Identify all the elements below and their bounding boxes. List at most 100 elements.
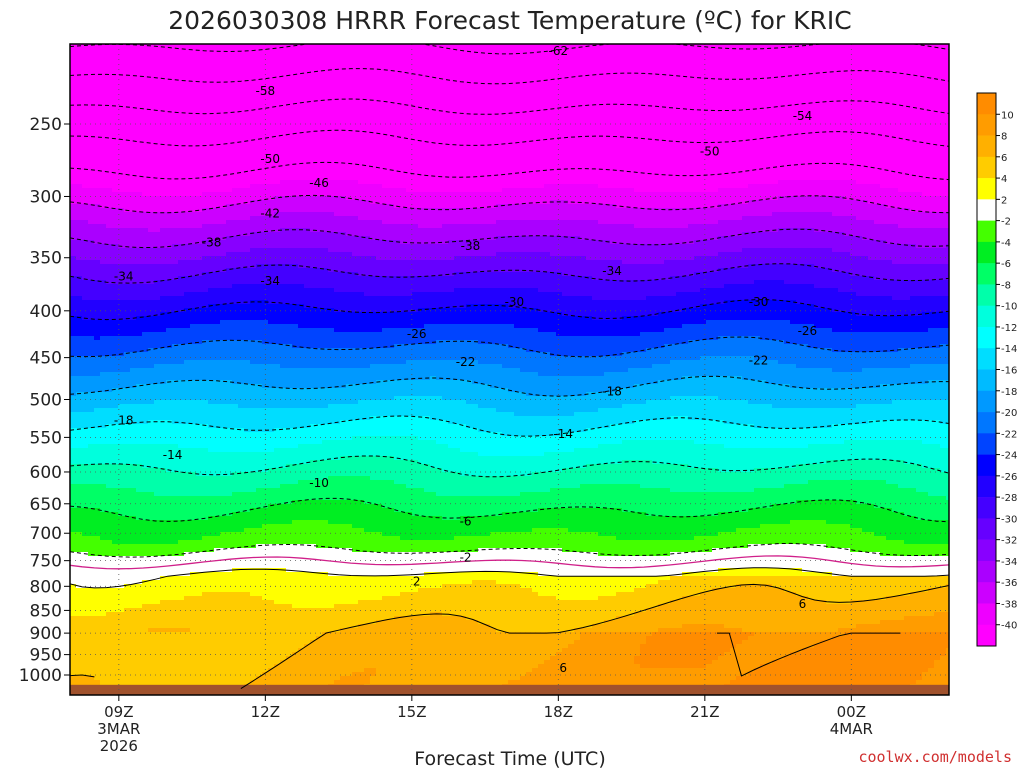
- temperature-cell: [70, 140, 77, 145]
- temperature-cell: [88, 536, 95, 541]
- temperature-cell: [94, 192, 101, 197]
- temperature-cell: [106, 412, 113, 417]
- temperature-cell: [130, 632, 137, 637]
- temperature-cell: [130, 144, 137, 149]
- temperature-cell: [100, 484, 107, 489]
- temperature-cell: [124, 572, 131, 577]
- temperature-cell: [130, 484, 137, 489]
- temperature-cell: [124, 592, 131, 597]
- temperature-cell: [94, 644, 101, 649]
- temperature-cell: [124, 552, 131, 557]
- temperature-cell: [100, 220, 107, 225]
- temperature-cell: [82, 616, 89, 621]
- temperature-cell: [106, 160, 113, 165]
- temperature-cell: [82, 612, 89, 617]
- temperature-cell: [112, 660, 119, 665]
- temperature-cell: [112, 64, 119, 69]
- temperature-cell: [88, 64, 95, 69]
- temperature-cell: [94, 264, 101, 269]
- temperature-cell: [118, 348, 125, 353]
- temperature-cell: [70, 676, 77, 681]
- temperature-cell: [112, 504, 119, 509]
- temperature-cell: [94, 108, 101, 113]
- temperature-cell: [124, 76, 131, 81]
- temperature-cell: [130, 552, 137, 557]
- temperature-cell: [118, 240, 125, 245]
- temperature-cell: [88, 252, 95, 257]
- temperature-cell: [106, 652, 113, 657]
- temperature-cell: [70, 640, 77, 645]
- temperature-cell: [130, 320, 137, 325]
- temperature-cell: [130, 264, 137, 269]
- temperature-cell: [106, 348, 113, 353]
- temperature-cell: [70, 304, 77, 309]
- temperature-cell: [112, 524, 119, 529]
- temperature-cell: [76, 476, 83, 481]
- temperature-cell: [94, 400, 101, 405]
- temperature-cell: [106, 408, 113, 413]
- temperature-cell: [76, 264, 83, 269]
- temperature-cell: [88, 580, 95, 585]
- temperature-cell: [106, 468, 113, 473]
- temperature-cell: [88, 256, 95, 261]
- temperature-cell: [76, 172, 83, 177]
- temperature-cell: [94, 268, 101, 273]
- temperature-cell: [106, 360, 113, 365]
- temperature-cell: [100, 368, 107, 373]
- temperature-cell: [82, 100, 89, 105]
- temperature-cell: [100, 200, 107, 205]
- temperature-cell: [76, 676, 83, 681]
- temperature-cell: [106, 392, 113, 397]
- temperature-cell: [124, 580, 131, 585]
- temperature-cell: [70, 524, 77, 529]
- temperature-cell: [88, 472, 95, 477]
- temperature-cell: [82, 516, 89, 521]
- temperature-cell: [124, 512, 131, 517]
- temperature-cell: [88, 592, 95, 597]
- temperature-cell: [106, 208, 113, 213]
- temperature-cell: [82, 128, 89, 133]
- temperature-cell: [82, 456, 89, 461]
- temperature-cell: [76, 336, 83, 341]
- temperature-cell: [82, 528, 89, 533]
- temperature-cell: [118, 328, 125, 333]
- temperature-cell: [130, 100, 137, 105]
- temperature-cell: [112, 224, 119, 229]
- temperature-cell: [124, 176, 131, 181]
- temperature-cell: [70, 52, 77, 57]
- temperature-cell: [124, 188, 131, 193]
- temperature-cell: [70, 112, 77, 117]
- temperature-cell: [130, 56, 137, 61]
- temperature-cell: [124, 196, 131, 201]
- temperature-cell: [82, 404, 89, 409]
- temperature-cell: [130, 576, 137, 581]
- temperature-cell: [94, 208, 101, 213]
- temperature-cell: [124, 148, 131, 153]
- temperature-cell: [106, 228, 113, 233]
- temperature-cell: [94, 188, 101, 193]
- temperature-cell: [82, 380, 89, 385]
- temperature-cell: [118, 188, 125, 193]
- temperature-cell: [94, 472, 101, 477]
- temperature-cell: [124, 108, 131, 113]
- temperature-cell: [130, 188, 137, 193]
- temperature-cell: [88, 612, 95, 617]
- temperature-cell: [112, 572, 119, 577]
- temperature-cell: [88, 92, 95, 97]
- temperature-cell: [70, 244, 77, 249]
- temperature-cell: [106, 480, 113, 485]
- temperature-cell: [94, 200, 101, 205]
- temperature-cell: [82, 212, 89, 217]
- temperature-cell: [88, 556, 95, 561]
- temperature-cell: [94, 620, 101, 625]
- temperature-cell: [130, 456, 137, 461]
- temperature-cell: [130, 380, 137, 385]
- temperature-cell: [106, 188, 113, 193]
- temperature-cell: [94, 224, 101, 229]
- temperature-cell: [124, 232, 131, 237]
- temperature-cell: [100, 480, 107, 485]
- temperature-cell: [118, 368, 125, 373]
- temperature-cell: [118, 520, 125, 525]
- temperature-cell: [82, 172, 89, 177]
- temperature-cell: [112, 228, 119, 233]
